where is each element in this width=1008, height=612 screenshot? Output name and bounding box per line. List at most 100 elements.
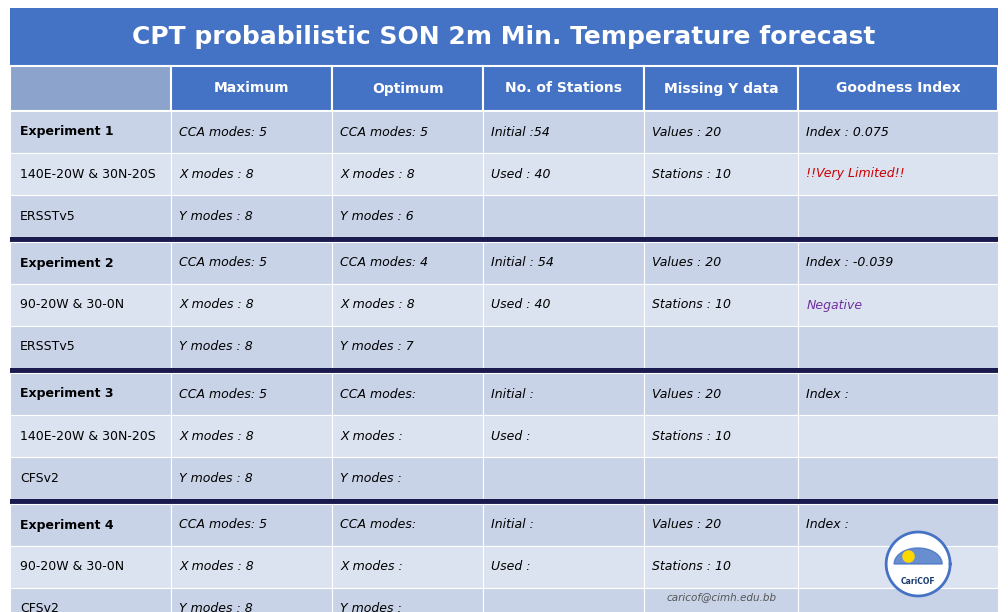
Bar [483, 326, 644, 368]
Bar [171, 415, 333, 457]
Bar [171, 284, 333, 326]
Bar [798, 415, 998, 457]
Text: Index : -0.039: Index : -0.039 [806, 256, 894, 269]
Text: Index :: Index : [806, 518, 849, 531]
Bar [798, 66, 998, 111]
Text: 140E-20W & 30N-20S: 140E-20W & 30N-20S [20, 168, 156, 181]
Bar [10, 546, 171, 588]
Bar [483, 546, 644, 588]
Text: CCA modes: 5: CCA modes: 5 [179, 125, 267, 138]
Bar [644, 111, 798, 153]
Text: CFSv2: CFSv2 [20, 602, 58, 612]
Text: Missing Y data: Missing Y data [664, 81, 778, 95]
Bar [10, 66, 171, 111]
Text: ERSSTv5: ERSSTv5 [20, 209, 76, 223]
Bar [333, 415, 483, 457]
Bar [10, 588, 171, 612]
Text: X modes : 8: X modes : 8 [341, 168, 415, 181]
Bar [171, 153, 333, 195]
Bar [333, 66, 483, 111]
Text: CCA modes:: CCA modes: [341, 387, 416, 400]
Bar [644, 66, 798, 111]
Bar [798, 546, 998, 588]
Bar [483, 242, 644, 284]
Bar [333, 457, 483, 499]
Bar [171, 373, 333, 415]
Text: CariCOF: CariCOF [901, 578, 935, 586]
Bar [333, 546, 483, 588]
Bar [483, 66, 644, 111]
Bar [483, 588, 644, 612]
Bar [798, 588, 998, 612]
Bar [333, 326, 483, 368]
Text: 140E-20W & 30N-20S: 140E-20W & 30N-20S [20, 430, 156, 442]
Text: X modes : 8: X modes : 8 [179, 299, 254, 312]
Bar [10, 499, 998, 504]
Text: CFSv2: CFSv2 [20, 471, 58, 485]
Bar [644, 415, 798, 457]
Text: CCA modes: 5: CCA modes: 5 [179, 256, 267, 269]
Text: Experiment 1: Experiment 1 [20, 125, 114, 138]
Text: Index :: Index : [806, 387, 849, 400]
Bar [644, 195, 798, 237]
Bar [644, 546, 798, 588]
Bar [10, 237, 998, 242]
Bar [798, 111, 998, 153]
Bar [171, 195, 333, 237]
Text: CCA modes:: CCA modes: [341, 518, 416, 531]
Bar [333, 153, 483, 195]
Bar [798, 373, 998, 415]
Text: Y modes : 8: Y modes : 8 [179, 471, 253, 485]
Bar [644, 588, 798, 612]
Bar [171, 457, 333, 499]
Text: CCA modes: 5: CCA modes: 5 [179, 387, 267, 400]
Bar [333, 588, 483, 612]
Bar [644, 284, 798, 326]
Bar [10, 111, 171, 153]
Text: X modes : 8: X modes : 8 [179, 168, 254, 181]
Bar [644, 457, 798, 499]
Text: Experiment 4: Experiment 4 [20, 518, 114, 531]
Bar [171, 326, 333, 368]
Text: Used : 40: Used : 40 [491, 168, 550, 181]
Text: Y modes : 8: Y modes : 8 [179, 209, 253, 223]
Bar [798, 504, 998, 546]
Bar [483, 504, 644, 546]
Text: Stations : 10: Stations : 10 [652, 430, 732, 442]
Text: Values : 20: Values : 20 [652, 125, 722, 138]
Bar [483, 373, 644, 415]
Text: X modes : 8: X modes : 8 [179, 561, 254, 573]
Text: Values : 20: Values : 20 [652, 256, 722, 269]
Bar [333, 284, 483, 326]
Text: Y modes : 6: Y modes : 6 [341, 209, 414, 223]
Bar [333, 242, 483, 284]
Text: No. of Stations: No. of Stations [505, 81, 622, 95]
Bar [644, 153, 798, 195]
Bar [798, 242, 998, 284]
Text: Initial : 54: Initial : 54 [491, 256, 554, 269]
Bar [171, 588, 333, 612]
Text: Negative: Negative [806, 299, 863, 312]
Bar [171, 66, 333, 111]
Text: Used :: Used : [491, 430, 530, 442]
Text: Y modes : 8: Y modes : 8 [179, 602, 253, 612]
Bar [171, 546, 333, 588]
Bar [171, 242, 333, 284]
Text: CCA modes: 4: CCA modes: 4 [341, 256, 428, 269]
Text: Values : 20: Values : 20 [652, 518, 722, 531]
Text: Goodness Index: Goodness Index [836, 81, 961, 95]
Text: caricof@cimh.edu.bb: caricof@cimh.edu.bb [666, 592, 776, 602]
Text: Used : 40: Used : 40 [491, 299, 550, 312]
Text: Optimum: Optimum [372, 81, 444, 95]
Bar [644, 373, 798, 415]
Bar [333, 195, 483, 237]
Text: X modes :: X modes : [341, 561, 403, 573]
Bar [10, 504, 171, 546]
Bar [10, 284, 171, 326]
Bar [10, 8, 998, 66]
Text: Maximum: Maximum [214, 81, 289, 95]
Bar [10, 373, 171, 415]
Text: Stations : 10: Stations : 10 [652, 168, 732, 181]
Text: Experiment 3: Experiment 3 [20, 387, 114, 400]
Bar [10, 368, 998, 373]
